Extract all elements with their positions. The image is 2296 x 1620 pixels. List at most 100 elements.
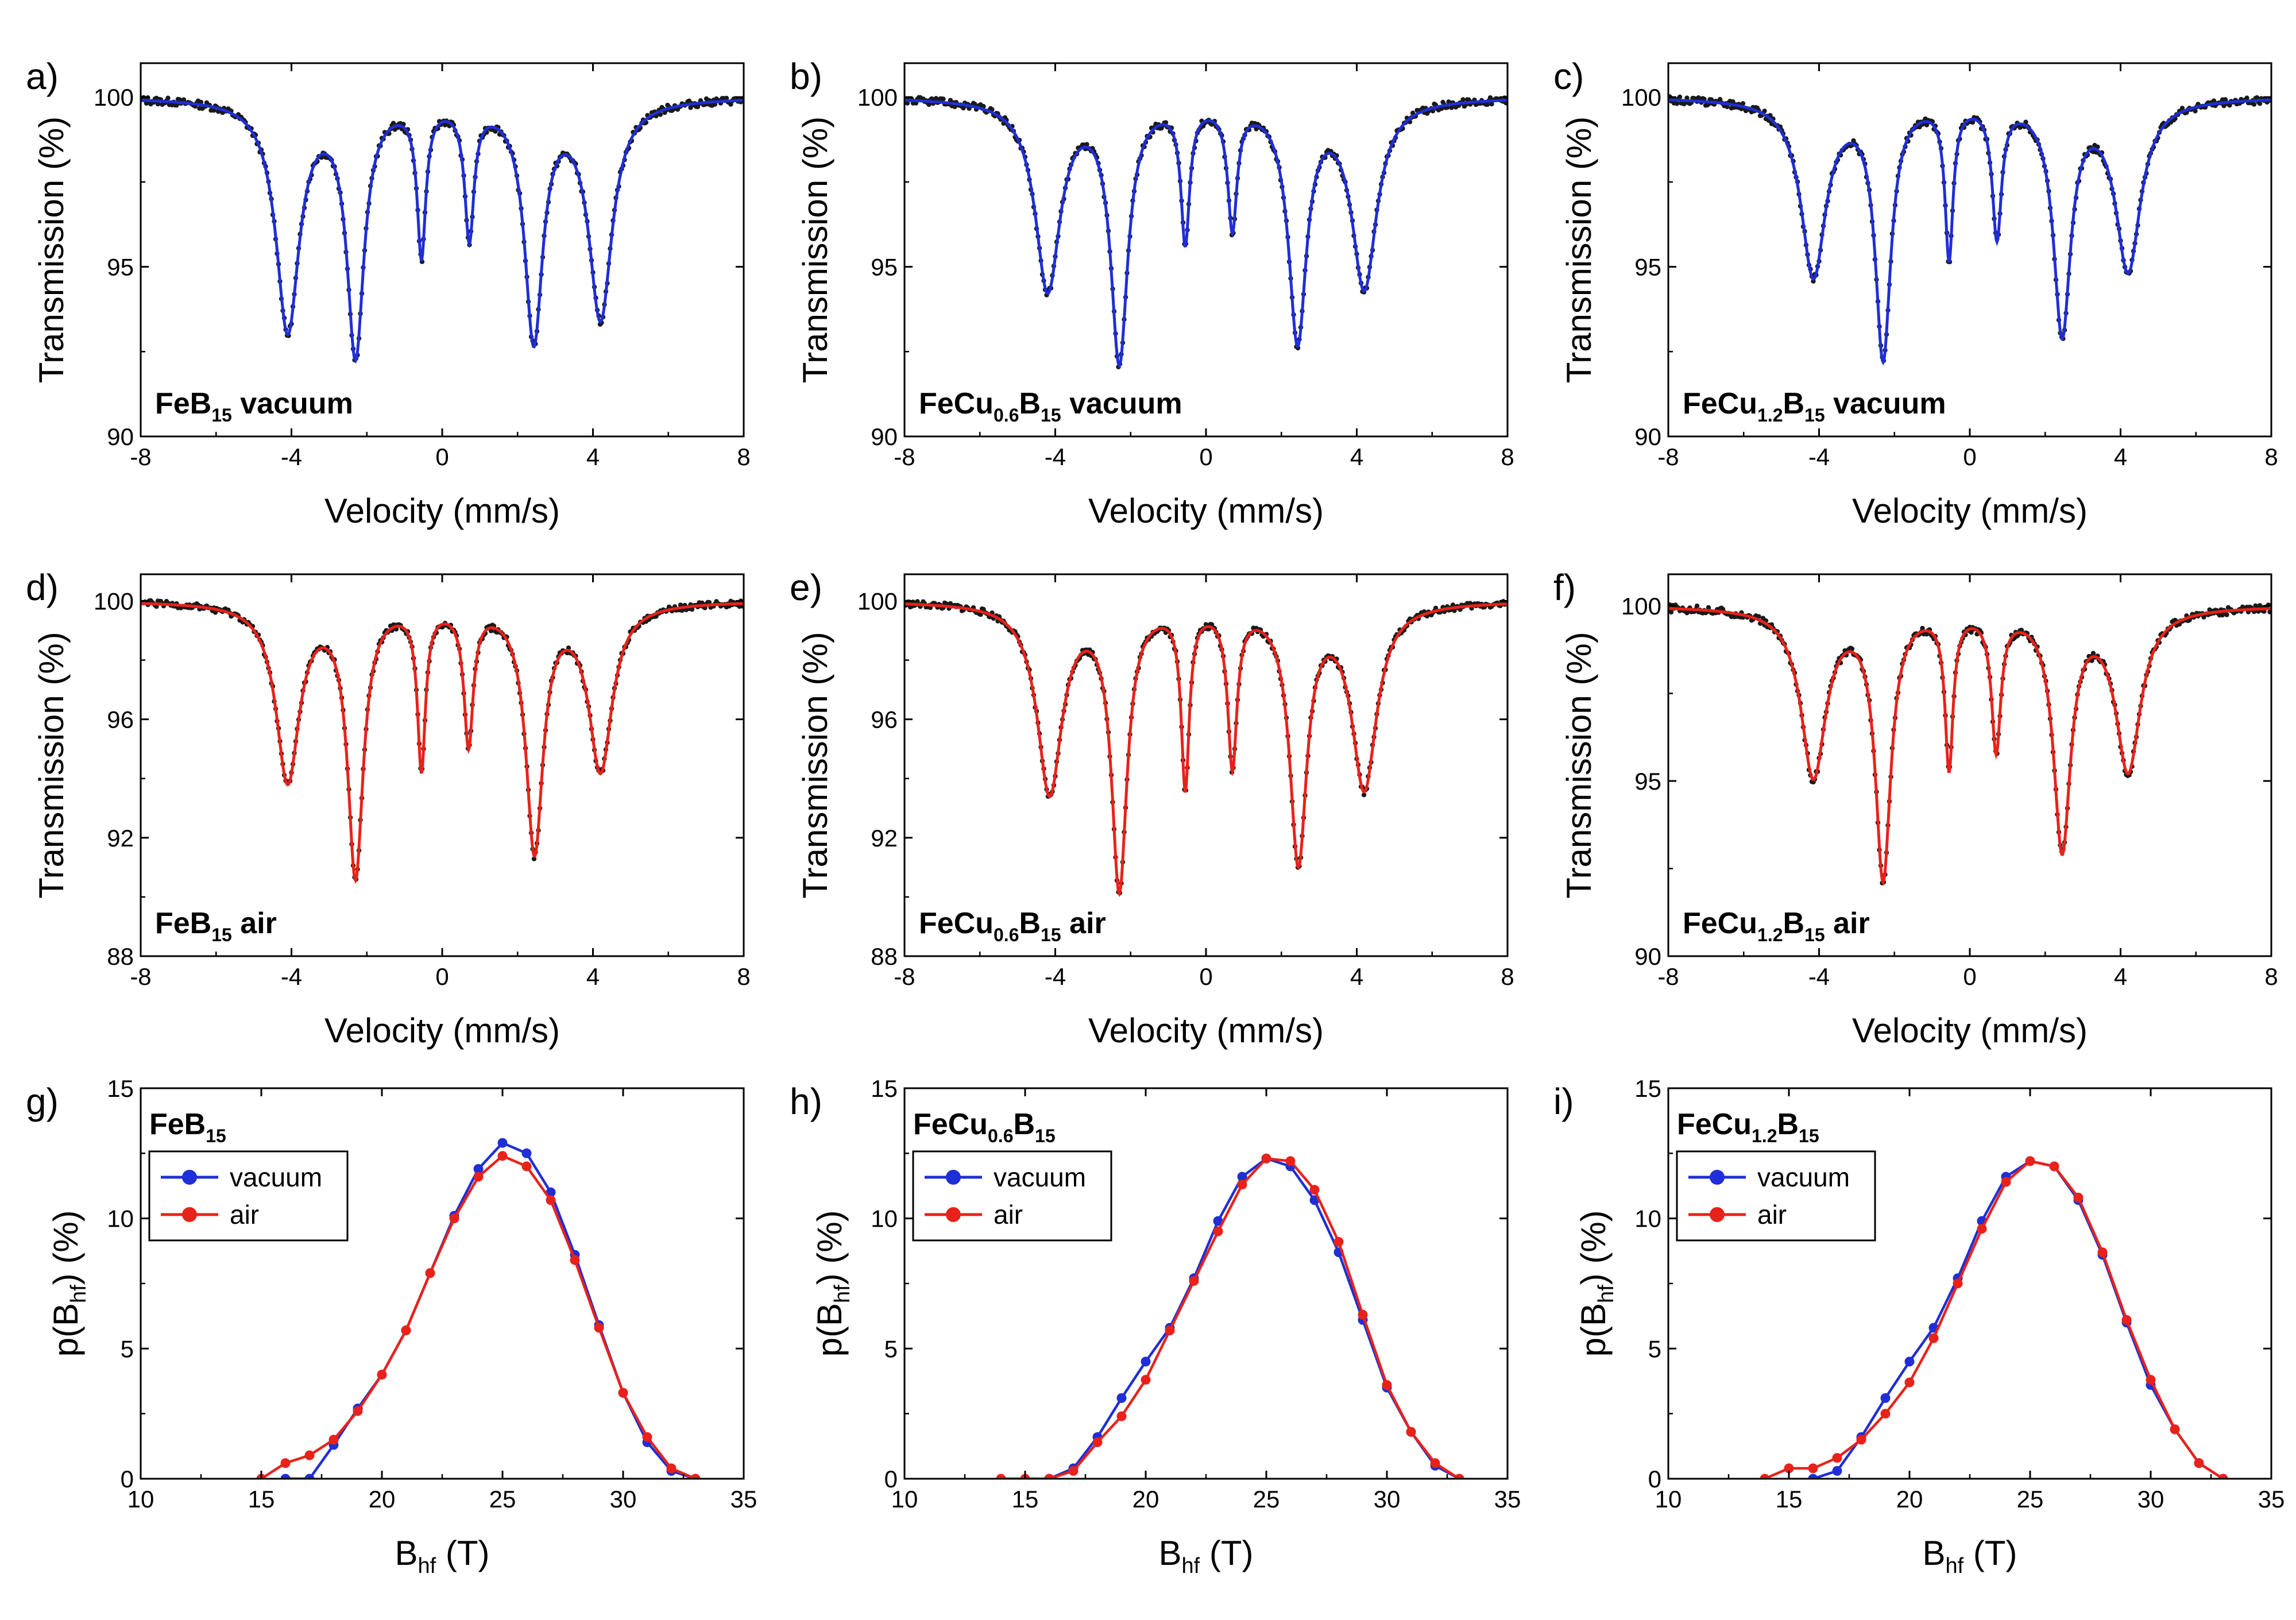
x-tick-label: 25 xyxy=(1253,1486,1280,1513)
legend-label-air: air xyxy=(1757,1200,1787,1230)
sample-label-subscript: 15 xyxy=(1799,1126,1819,1146)
x-axis-label-a: Velocity (mm/s) xyxy=(324,492,560,530)
series-marker-air xyxy=(280,1458,291,1468)
sample-label-part: FeCu xyxy=(1677,1108,1752,1141)
plot-area-i xyxy=(1760,1156,2228,1479)
sample-label-part: B xyxy=(1783,387,1804,420)
series-marker-air xyxy=(1092,1437,1103,1447)
fit-curve-d xyxy=(141,602,744,884)
x-tick-label: 8 xyxy=(737,443,750,470)
x-tick-label: 20 xyxy=(1896,1486,1923,1513)
data-point xyxy=(2193,109,2198,114)
data-point xyxy=(1969,630,1974,635)
sample-label-subscript: 15 xyxy=(1041,405,1061,426)
xlabel-rest: (T) xyxy=(436,1534,489,1572)
sample-label-c: FeCu1.2B15 vacuum xyxy=(1683,387,1946,426)
series-marker-air xyxy=(1406,1426,1416,1437)
legend-h: vacuum air xyxy=(912,1150,1112,1242)
data-point xyxy=(724,95,729,101)
x-tick-label: 4 xyxy=(2114,963,2127,990)
data-points-a xyxy=(141,95,744,363)
y-tick-label: 5 xyxy=(121,1335,134,1362)
series-marker-air xyxy=(1189,1276,1199,1286)
ticks-i: 10 15 20 25 30 35 0 5 10 15 xyxy=(1634,1075,2285,1513)
x-tick-label: -8 xyxy=(894,443,915,470)
data-point xyxy=(1920,625,1925,631)
series-marker-air xyxy=(1808,1463,1818,1474)
axes-frame-d xyxy=(140,573,745,957)
x-tick-label: 25 xyxy=(2017,1486,2044,1513)
series-marker-air xyxy=(1165,1325,1175,1336)
sample-label-subscript: 0.6 xyxy=(994,405,1019,426)
series-marker-air xyxy=(473,1171,484,1182)
y-tick-label: 15 xyxy=(1634,1075,1661,1102)
x-axis-label-b: Velocity (mm/s) xyxy=(1088,492,1324,530)
xlabel-main: B xyxy=(1922,1534,1945,1572)
series-marker-air xyxy=(2170,1424,2180,1435)
series-marker-air xyxy=(1237,1180,1247,1190)
data-point xyxy=(1361,792,1367,798)
ylabel-rest: ) (%) xyxy=(1574,1210,1613,1285)
data-point xyxy=(1485,102,1490,107)
series-marker-air xyxy=(1309,1185,1320,1195)
y-tick-label: 0 xyxy=(1648,1466,1661,1493)
ylabel-sub: hf xyxy=(67,1285,91,1303)
series-marker-air xyxy=(1213,1226,1223,1236)
data-point xyxy=(1924,632,1930,637)
ylabel-rest: ) (%) xyxy=(47,1210,85,1285)
series-marker-air xyxy=(1261,1153,1271,1163)
plot-area-b xyxy=(905,95,1508,370)
y-axis-label-g: p(Bhf) (%) xyxy=(47,1210,91,1356)
legend-label-vacuum: vacuum xyxy=(1757,1162,1850,1192)
sample-label-part: vacuum xyxy=(1061,387,1182,420)
data-point xyxy=(2023,119,2028,125)
sample-label-e: FeCu0.6B15 air xyxy=(919,907,1106,945)
data-points-e xyxy=(905,599,1508,896)
x-tick-label: -4 xyxy=(1045,963,1066,990)
sample-label-subscript: 15 xyxy=(206,1126,226,1146)
series-marker-air xyxy=(1430,1458,1440,1468)
series-marker-air xyxy=(666,1463,677,1474)
y-tick-label: 90 xyxy=(1634,943,1661,970)
x-tick-label: 4 xyxy=(1350,963,1363,990)
y-tick-label: 100 xyxy=(1621,593,1661,620)
panel-b: b) -8 -4 0 4 8 90 95 100 Velocity (mm/s) Transmiss… xyxy=(790,56,1514,530)
legend-marker-air xyxy=(946,1207,961,1222)
legend-label-vacuum: vacuum xyxy=(994,1162,1086,1192)
sample-label-subscript: 0.6 xyxy=(994,925,1019,945)
sample-label-subscript: 15 xyxy=(1041,925,1061,945)
plot-area-f xyxy=(1668,602,2271,886)
sample-label-part: B xyxy=(1013,1108,1035,1141)
legend-box xyxy=(912,1150,1112,1242)
ylabel-main: p(B xyxy=(1574,1303,1613,1356)
x-axis-label-h: Bhf (T) xyxy=(1158,1534,1253,1578)
data-point xyxy=(2224,612,2229,617)
data-points-f xyxy=(1668,602,2271,886)
series-marker-air xyxy=(1880,1409,1891,1419)
series-marker-air xyxy=(497,1151,508,1161)
legend-i: vacuum air xyxy=(1676,1150,1876,1242)
series-marker-air xyxy=(642,1432,652,1442)
data-point xyxy=(155,101,161,107)
series-marker-air xyxy=(1832,1453,1842,1463)
sample-label-b: FeCu0.6B15 vacuum xyxy=(919,387,1182,426)
series-marker-air xyxy=(570,1255,580,1265)
x-tick-label: 0 xyxy=(1199,443,1212,470)
x-tick-label: 35 xyxy=(730,1486,757,1513)
series-marker-vacuum xyxy=(521,1148,532,1158)
axes-frame-g xyxy=(140,1087,745,1480)
data-point xyxy=(2090,651,2096,656)
xlabel-main: B xyxy=(395,1534,418,1572)
sample-label-a: FeB15 vacuum xyxy=(155,387,353,426)
x-tick-label: 10 xyxy=(127,1486,154,1513)
x-tick-label: 15 xyxy=(1776,1486,1803,1513)
legend-marker-vacuum xyxy=(182,1170,197,1185)
panel-label-i: i) xyxy=(1553,1081,1574,1122)
sample-label-part: FeB xyxy=(155,387,211,420)
x-axis-label-c: Velocity (mm/s) xyxy=(1852,492,2088,530)
series-marker-air xyxy=(1285,1156,1296,1166)
series-marker-air xyxy=(1358,1309,1368,1320)
